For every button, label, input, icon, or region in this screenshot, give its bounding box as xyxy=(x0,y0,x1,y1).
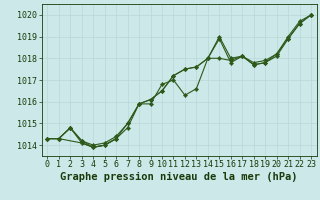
X-axis label: Graphe pression niveau de la mer (hPa): Graphe pression niveau de la mer (hPa) xyxy=(60,172,298,182)
